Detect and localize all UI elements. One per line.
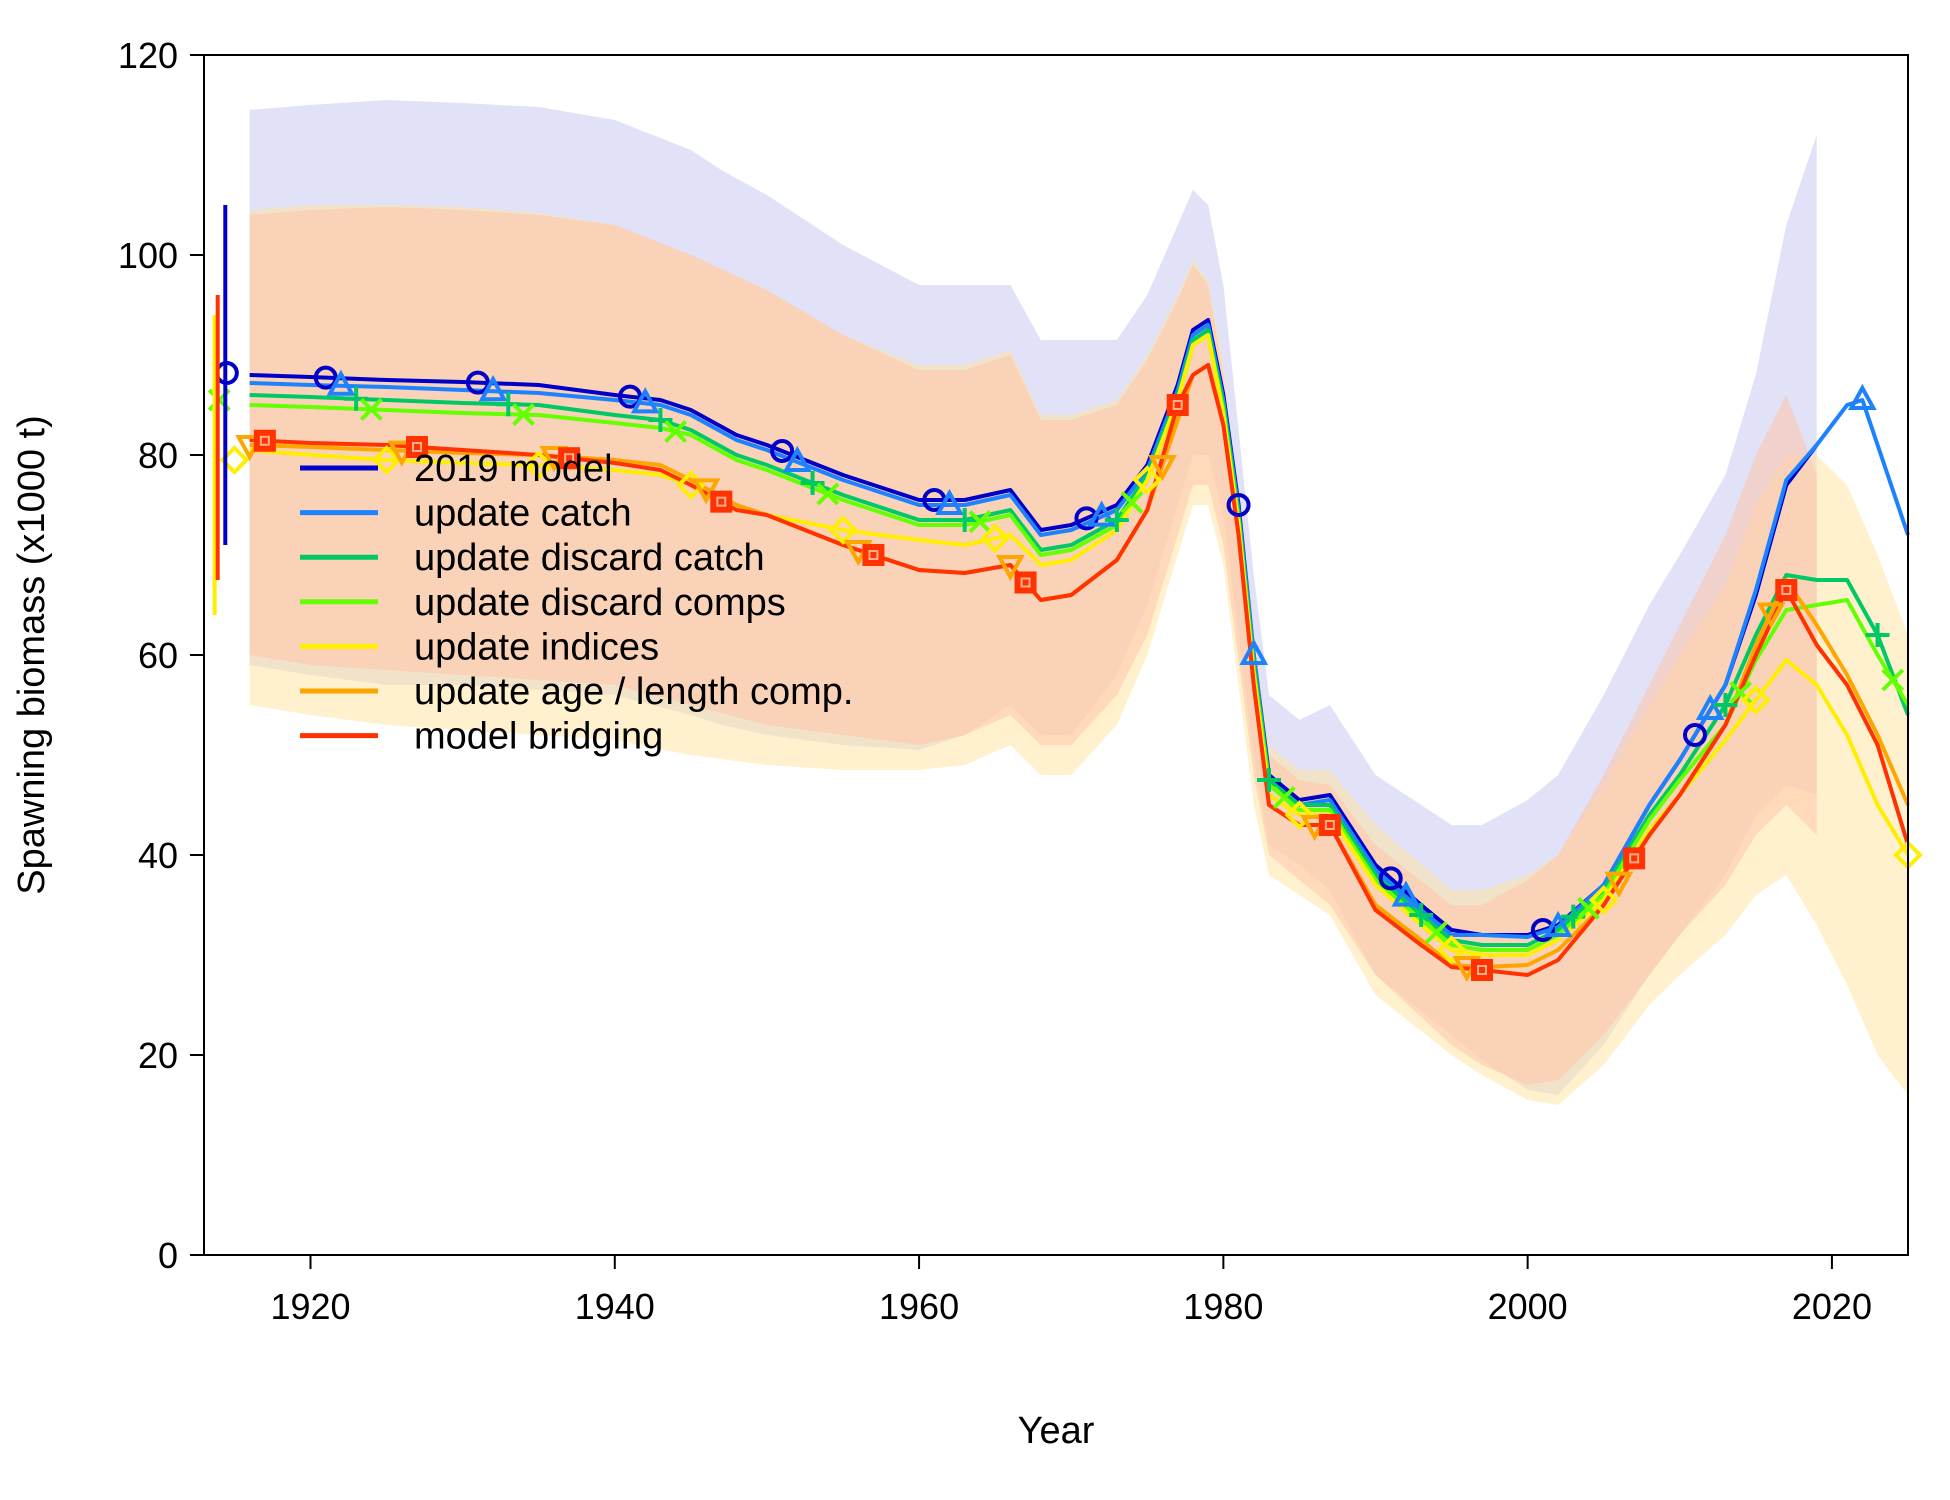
series-7-marker-9 <box>1471 959 1493 981</box>
x-axis-title: Year <box>1018 1410 1095 1452</box>
x-tick-label-1920: 1920 <box>270 1286 350 1327</box>
series-3-marker-3 <box>648 408 673 432</box>
x-tick-label-1940: 1940 <box>575 1286 655 1327</box>
series-1-marker-8 <box>1378 866 1403 891</box>
x-tick-label-2000: 2000 <box>1488 1286 1568 1327</box>
series-2-marker-1 <box>326 369 356 396</box>
series-7-marker-6 <box>1014 571 1037 594</box>
series-3-marker-7 <box>1257 768 1281 792</box>
series-4-marker-5 <box>816 482 840 506</box>
y-tick-label-120: 120 <box>118 35 178 76</box>
series-2-marker-10 <box>1695 693 1725 720</box>
series-5-marker-2 <box>371 445 402 475</box>
series-5-marker-7 <box>1132 465 1163 495</box>
series-2-marker-5 <box>935 488 964 515</box>
series-5-marker-8 <box>1284 800 1315 830</box>
series-1-marker-4 <box>770 439 795 463</box>
series-3-marker-11 <box>1865 623 1890 647</box>
series-6-marker-10 <box>1604 871 1634 898</box>
y-tick-label-80: 80 <box>138 435 178 476</box>
series-4-marker-12 <box>1881 668 1905 692</box>
y-tick-label-20: 20 <box>138 1035 178 1076</box>
series-5-marker-3 <box>523 450 554 480</box>
series-5-marker-11 <box>1741 685 1771 715</box>
series-3-marker-2 <box>496 392 521 417</box>
series-2-marker-8 <box>1391 880 1421 907</box>
series-6-marker-4 <box>691 478 721 505</box>
initial-values <box>212 205 239 615</box>
series-5-marker-5 <box>828 515 858 545</box>
y-tick-label-60: 60 <box>138 635 178 676</box>
series-5-marker-10 <box>1588 885 1619 915</box>
series-4-marker-3 <box>512 403 535 427</box>
series-3-marker-5 <box>952 508 977 532</box>
series-4-marker-8 <box>1272 786 1296 809</box>
legend-label-7: model bridging <box>414 716 663 758</box>
series-2-marker-4 <box>782 445 812 472</box>
series-5-marker-6 <box>980 523 1010 554</box>
series-6-marker-6 <box>995 555 1025 582</box>
series-5-marker-9 <box>1436 935 1467 965</box>
series-3-marker-6 <box>1104 508 1129 532</box>
series-1-marker-10 <box>1683 723 1707 747</box>
series-7-marker-10 <box>1623 847 1646 870</box>
series-1-marker-2 <box>465 370 490 395</box>
series-2-marker-11 <box>1847 383 1877 410</box>
x-tick-label-1980: 1980 <box>1183 1286 1263 1327</box>
x-tick-label-2020: 2020 <box>1792 1286 1872 1327</box>
legend-label-2: update catch <box>414 493 632 535</box>
series-6-marker-11 <box>1756 602 1786 629</box>
series-3-marker-4 <box>800 471 825 495</box>
series-markers <box>207 365 1923 983</box>
series-2-marker-9 <box>1543 910 1573 937</box>
legend-label-6: update age / length comp. <box>414 671 853 713</box>
legend-label-3: update discard catch <box>414 537 765 579</box>
series-3-marker-1 <box>344 386 369 411</box>
y-axis: 0 20 40 60 80 100 120 <box>118 35 204 1276</box>
series-1-marker-7 <box>1226 493 1251 517</box>
series-6-marker-7 <box>1148 455 1177 482</box>
series-line-7 <box>249 363 1910 977</box>
series-1-marker-9 <box>1530 918 1555 942</box>
series-4-marker-7 <box>1120 491 1144 514</box>
series-2-marker-2 <box>478 375 508 402</box>
series-lines <box>249 318 1910 977</box>
series-7-marker-2 <box>406 436 428 458</box>
series-7-marker-8 <box>1318 814 1341 836</box>
series-2-marker-7 <box>1239 638 1269 665</box>
series-3-marker-8 <box>1409 903 1434 927</box>
series-4-marker-2 <box>359 397 383 421</box>
y-tick-label-100: 100 <box>118 235 178 276</box>
series-4-marker-6 <box>968 510 992 534</box>
series-1-marker-1 <box>313 365 338 390</box>
series-7-marker-1 <box>253 429 276 452</box>
y-tick-label-0: 0 <box>158 1235 178 1276</box>
series-2-marker-6 <box>1087 500 1117 527</box>
y-axis-title: Spawning biomass (x1000 t) <box>11 415 53 894</box>
y-tick-label-40: 40 <box>138 835 178 876</box>
legend-label-1: 2019 model <box>414 448 613 490</box>
series-4-marker-9 <box>1424 921 1448 944</box>
series-1-marker-6 <box>1074 506 1099 531</box>
series-7-marker-11 <box>1775 579 1798 601</box>
series-7-marker-3 <box>558 447 581 470</box>
legend-label-4: update discard comps <box>414 582 786 624</box>
series-3-marker-10 <box>1713 693 1738 717</box>
series-4-marker-4 <box>664 420 688 443</box>
x-axis: 1920 1940 1960 1980 2000 2020 <box>270 1255 1872 1327</box>
series-2-marker-3 <box>630 387 660 414</box>
legend-label-5: update indices <box>414 626 659 668</box>
x-tick-label-1960: 1960 <box>879 1286 959 1327</box>
series-7-marker-4 <box>710 490 733 513</box>
series-7-marker-5 <box>862 544 885 566</box>
series-7-marker-7 <box>1166 394 1189 416</box>
